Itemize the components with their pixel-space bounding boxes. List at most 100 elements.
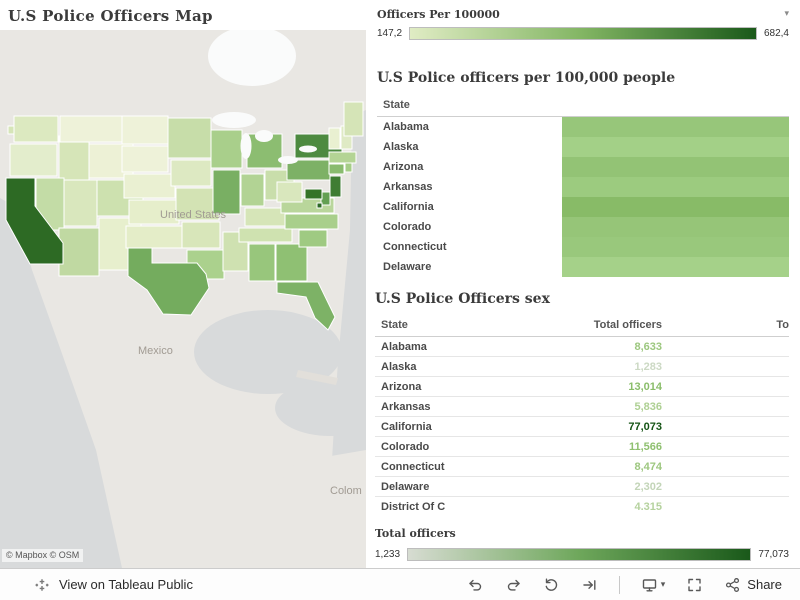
state-color-bar[interactable] bbox=[562, 117, 789, 137]
sex-table-row[interactable]: Connecticut 8,474 bbox=[375, 457, 789, 477]
per100k-row[interactable]: Alaska bbox=[377, 137, 789, 157]
state-label: California bbox=[381, 420, 432, 433]
per100k-legend-max: 682,4 bbox=[763, 28, 789, 39]
per100k-row[interactable]: Arizona bbox=[377, 157, 789, 177]
fullscreen-icon[interactable] bbox=[686, 577, 703, 593]
state-color-bar[interactable] bbox=[562, 217, 789, 237]
state-mark-TX[interactable] bbox=[127, 247, 210, 316]
total-officers-value: 11,566 bbox=[628, 440, 662, 453]
state-mark-SD[interactable] bbox=[121, 145, 169, 173]
state-mark-TN[interactable] bbox=[238, 227, 293, 243]
sex-table-row[interactable]: California 77,073 bbox=[375, 417, 789, 437]
per100k-legend: Officers Per 100000 ▾ 147,2 682,4 bbox=[377, 8, 789, 40]
state-color-bar[interactable] bbox=[562, 137, 789, 157]
download-caret-icon: ▾ bbox=[660, 579, 666, 589]
sex-table-total-header[interactable]: Total officers bbox=[593, 319, 662, 331]
undo-icon[interactable] bbox=[467, 577, 484, 593]
state-mark-WI[interactable] bbox=[210, 129, 243, 169]
total-officers-value: 1,283 bbox=[634, 360, 662, 373]
state-mark-MT[interactable] bbox=[59, 115, 123, 143]
state-mark-DC[interactable] bbox=[316, 202, 323, 209]
state-label: Alabama bbox=[381, 340, 427, 353]
state-mark-VT[interactable] bbox=[328, 127, 341, 150]
state-mark-WV[interactable] bbox=[276, 181, 303, 203]
replay-icon[interactable] bbox=[543, 577, 560, 593]
state-mark-MD[interactable] bbox=[304, 188, 323, 200]
lake-ontario bbox=[299, 145, 317, 153]
per100k-row[interactable]: Arkansas bbox=[377, 177, 789, 197]
state-label: Delaware bbox=[383, 261, 432, 273]
share-button[interactable]: Share bbox=[724, 577, 782, 593]
state-mark-OK[interactable] bbox=[125, 225, 184, 249]
total-gradient-bar bbox=[407, 548, 752, 561]
state-mark-IN[interactable] bbox=[240, 173, 265, 207]
per100k-rows: Alabama Alaska Arizona Arkansas California Co… bbox=[377, 117, 789, 277]
redo-icon[interactable] bbox=[505, 577, 522, 593]
state-color-bar[interactable] bbox=[562, 257, 789, 277]
share-label: Share bbox=[747, 577, 782, 592]
state-mark-GA[interactable] bbox=[275, 243, 308, 282]
state-mark-OR[interactable] bbox=[9, 143, 58, 177]
sex-table-third-header[interactable]: To bbox=[776, 319, 789, 331]
per100k-legend-min: 147,2 bbox=[377, 28, 403, 39]
us-choropleth-map[interactable]: United States Mexico Colom bbox=[0, 30, 366, 568]
state-label: California bbox=[383, 201, 434, 213]
state-mark-ME[interactable] bbox=[343, 101, 364, 137]
sex-table-row[interactable]: District Of C 4,315 bbox=[375, 497, 789, 511]
state-color-bar[interactable] bbox=[562, 157, 789, 177]
state-mark-WA[interactable] bbox=[13, 115, 59, 143]
per100k-row[interactable]: Colorado bbox=[377, 217, 789, 237]
state-mark-IL[interactable] bbox=[212, 169, 241, 215]
state-mark-IA[interactable] bbox=[170, 159, 212, 187]
state-mark-AR[interactable] bbox=[181, 221, 221, 249]
sex-table-row[interactable]: Alaska 1,283 bbox=[375, 357, 789, 377]
lake-huron bbox=[255, 130, 273, 142]
per100k-row[interactable]: Delaware bbox=[377, 257, 789, 277]
sex-table-row[interactable]: Arkansas 5,836 bbox=[375, 397, 789, 417]
state-color-bar[interactable] bbox=[562, 177, 789, 197]
state-mark-NC[interactable] bbox=[284, 213, 339, 230]
state-mark-CA[interactable] bbox=[5, 177, 64, 265]
sex-table-row[interactable]: Alabama 8,633 bbox=[375, 337, 789, 357]
forward-icon[interactable] bbox=[581, 577, 598, 593]
state-label: District Of C bbox=[381, 500, 446, 511]
state-color-bar[interactable] bbox=[562, 197, 789, 217]
per100k-state-column-header[interactable]: State bbox=[377, 97, 789, 117]
state-mark-MA[interactable] bbox=[328, 151, 357, 164]
per100k-row[interactable]: Alabama bbox=[377, 117, 789, 137]
state-mark-NJ[interactable] bbox=[329, 175, 342, 198]
state-mark-AZ[interactable] bbox=[58, 227, 100, 277]
sex-table-row[interactable]: Colorado 11,566 bbox=[375, 437, 789, 457]
download-icon[interactable]: ▾ bbox=[641, 577, 666, 593]
state-mark-FL[interactable] bbox=[276, 281, 336, 331]
total-officers-value: 13,014 bbox=[628, 380, 662, 393]
state-mark-RI[interactable] bbox=[344, 162, 353, 173]
map-title: U.S Police Officers Map bbox=[8, 7, 213, 25]
sex-table-row[interactable]: Delaware 2,302 bbox=[375, 477, 789, 497]
legend-menu-caret-icon[interactable]: ▾ bbox=[784, 8, 789, 18]
state-color-bar[interactable] bbox=[562, 237, 789, 257]
pacific-ocean bbox=[0, 198, 122, 568]
view-on-tableau[interactable]: View on Tableau Public bbox=[34, 577, 193, 593]
state-mark-UT[interactable] bbox=[63, 179, 98, 227]
per100k-row[interactable]: California bbox=[377, 197, 789, 217]
state-mark-ID[interactable] bbox=[58, 135, 90, 185]
toolbar-divider bbox=[618, 575, 620, 594]
state-mark-ND[interactable] bbox=[121, 115, 169, 145]
sex-table-header: State Total officers To bbox=[375, 316, 789, 337]
sex-table-state-header[interactable]: State bbox=[381, 319, 408, 331]
sex-table-row[interactable]: Arizona 13,014 bbox=[375, 377, 789, 397]
view-on-tableau-label: View on Tableau Public bbox=[59, 577, 193, 592]
share-icon bbox=[726, 577, 740, 592]
state-mark-MN[interactable] bbox=[167, 117, 212, 159]
total-officers-value: 2,302 bbox=[634, 480, 662, 493]
state-label: Colorado bbox=[383, 221, 432, 233]
per100k-row[interactable]: Connecticut bbox=[377, 237, 789, 257]
map-attribution[interactable]: © Mapbox © OSM bbox=[2, 549, 84, 562]
state-mark-CT[interactable] bbox=[328, 163, 345, 175]
state-label: Alabama bbox=[383, 121, 429, 133]
state-mark-AL[interactable] bbox=[248, 243, 276, 282]
state-label: Connecticut bbox=[381, 460, 445, 473]
state-mark-SC[interactable] bbox=[298, 229, 328, 248]
state-mark-NE[interactable] bbox=[123, 173, 176, 199]
